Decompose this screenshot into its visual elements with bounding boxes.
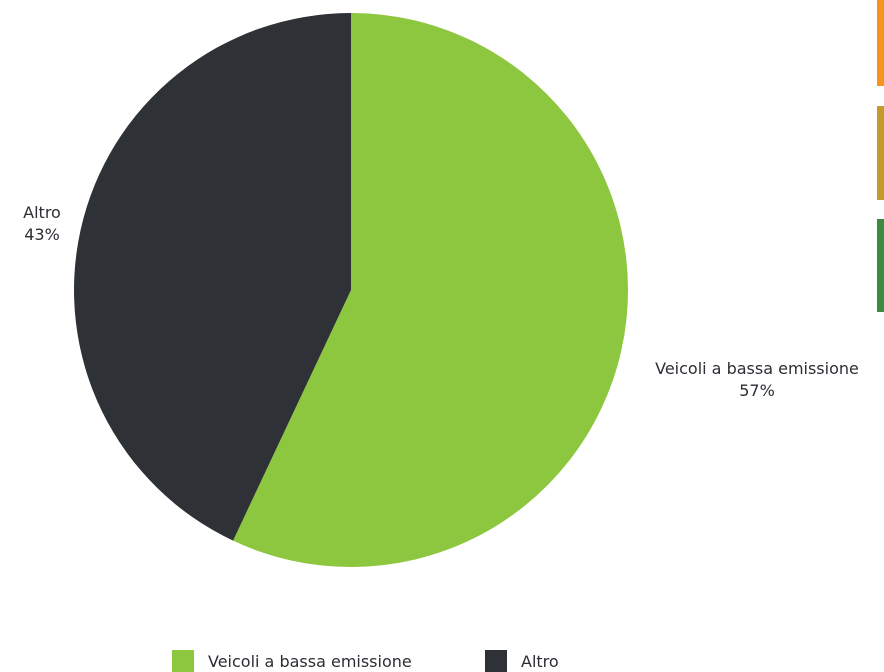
slice-label-name: Altro [23, 203, 61, 222]
pie-slice-veicoli-a-bassa-emissione [233, 13, 628, 567]
legend-label: Veicoli a bassa emissione [208, 652, 412, 671]
slice-label-name: Veicoli a bassa emissione [655, 359, 859, 378]
pie-labels: Veicoli a bassa emissione 57% Altro 43% [23, 203, 859, 400]
side-color-swatch [877, 106, 884, 200]
slice-label-value: 43% [24, 225, 60, 244]
side-color-swatch [877, 219, 884, 312]
pie-slice-altro [73, 13, 351, 541]
legend-label: Altro [521, 652, 559, 671]
legend: Veicoli a bassa emissione Altro [172, 650, 559, 672]
side-swatches [877, 0, 884, 312]
slice-label-value: 57% [739, 381, 775, 400]
legend-swatch [172, 650, 194, 672]
pie-slices [73, 13, 628, 567]
legend-swatch [485, 650, 507, 672]
side-color-swatch [877, 0, 884, 86]
